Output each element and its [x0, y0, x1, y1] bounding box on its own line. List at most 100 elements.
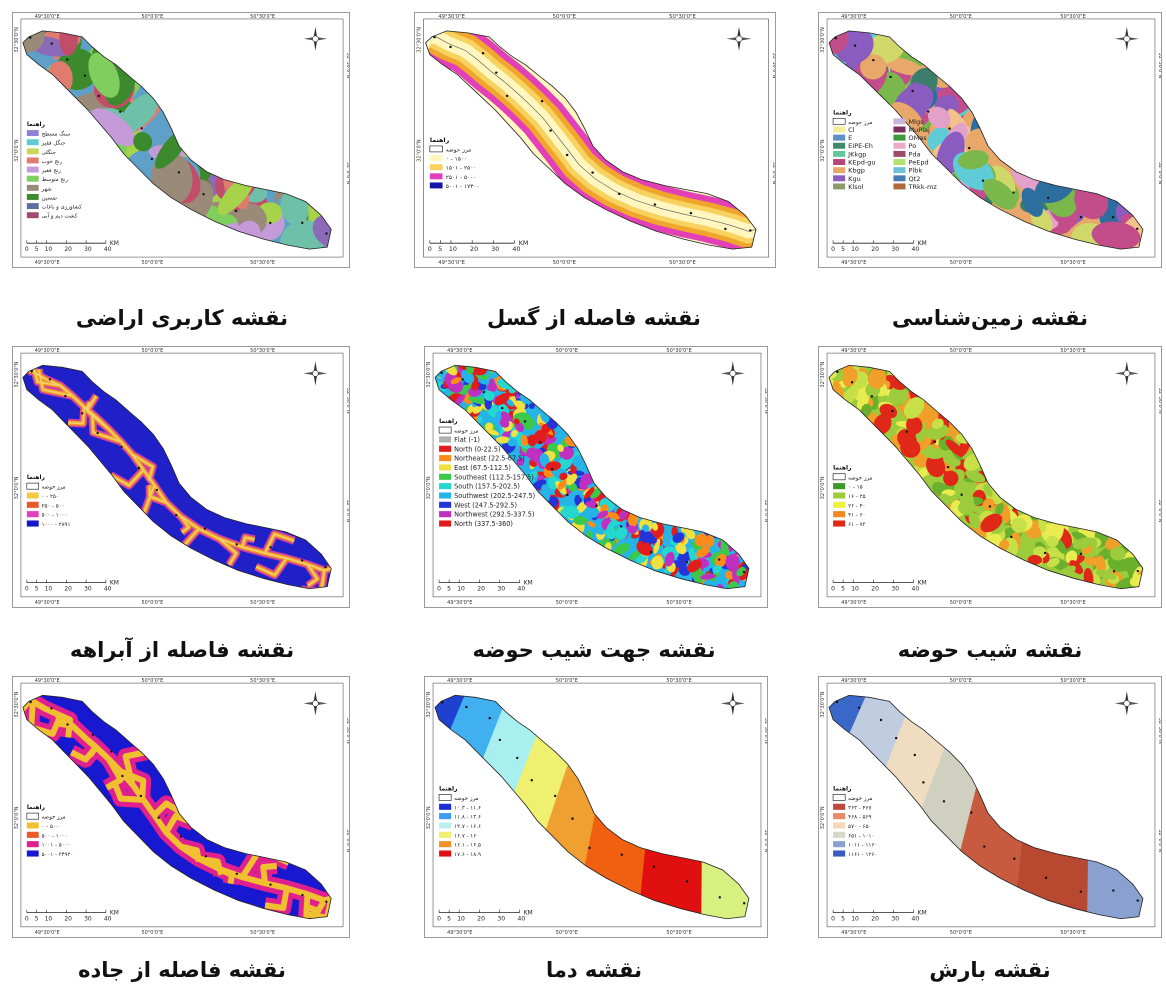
legend-label: ۱۰۰۰ - ۲۸۹۱ [42, 522, 71, 528]
map-frame [423, 18, 769, 258]
legend-label: Klsol [848, 183, 864, 191]
lon-label-top: 49°30'0"E [841, 348, 866, 354]
lon-label-bottom: 49°30'0"E [447, 930, 472, 936]
scale-tick-label: 10 [45, 916, 53, 923]
map-panel-aspect[interactable]: 49°30'0"E 49°30'0"E 50°0'0"E 50°0'0"E 50°30'… [424, 346, 768, 608]
legend-swatch [833, 150, 846, 157]
settlement-points [29, 36, 328, 235]
landuse-map-svg: 49°30'0"E 49°30'0"E 50°0'0"E 50°0'0"E 50°30'… [14, 14, 349, 266]
legend-label: ۵۰۰۱ - ۲۴۹۲۰ [42, 852, 74, 858]
lon-label-top: 50°30'0"E [1060, 678, 1085, 684]
scale-tick-label: 40 [912, 246, 920, 253]
legend-label: رنج متوسط [42, 177, 69, 183]
legend-label: ۰ - ۵۰۰ [42, 824, 59, 830]
settlement-points [433, 35, 752, 232]
lat-label-right: 32°30'0"N [345, 718, 349, 744]
legend-label: مرز حوضه [446, 148, 472, 154]
legend-swatch [26, 130, 39, 137]
map-panel-landuse[interactable]: 49°30'0"E 49°30'0"E 50°0'0"E 50°0'0"E 50°30'… [12, 12, 350, 268]
north-arrow-icon [303, 26, 328, 51]
scale-tick-label: 5 [447, 586, 451, 593]
lat-label-left: 32°0'0"N [14, 139, 20, 162]
scale-tick-label: 10 [851, 916, 859, 923]
legend-label: Plbk [909, 167, 923, 175]
legend-swatch [26, 148, 39, 155]
legend-swatch [26, 212, 39, 219]
map-frame [826, 352, 1156, 598]
legend-swatch [26, 157, 39, 164]
north-arrow-icon [1114, 26, 1139, 51]
lat-label-left: 32°30'0"N [820, 361, 826, 387]
lat-label-left: 32°30'0"N [14, 691, 20, 717]
map-frame [432, 352, 762, 598]
lat-label-left: 32°30'0"N [426, 361, 432, 387]
legend-swatch [429, 164, 443, 171]
road-map-svg: 49°30'0"E 49°30'0"E 50°0'0"E 50°0'0"E 50°30'… [14, 678, 349, 936]
scale-tick-label: 40 [912, 916, 920, 923]
map-panel-river[interactable]: 49°30'0"E 49°30'0"E 50°0'0"E 50°0'0"E 50°30'… [12, 346, 350, 608]
legend-label: ۵۰۰ - ۱۰۰۰ [42, 513, 68, 519]
map-panel-road[interactable]: 49°30'0"E 49°30'0"E 50°0'0"E 50°0'0"E 50°30'… [12, 676, 350, 938]
scale-tick-label: 30 [84, 586, 92, 593]
legend-swatch [26, 501, 39, 508]
legend-label: KEpd-gu [848, 159, 875, 167]
legend-label: Mlgs [909, 118, 925, 126]
lon-label-top: 50°0'0"E [556, 348, 578, 354]
lat-label-left: 32°30'0"N [820, 691, 826, 717]
legend-label: ۵۰۰ - ۱۰۰۰ [42, 833, 68, 839]
map-panel-geology[interactable]: 49°30'0"E 49°30'0"E 50°0'0"E 50°0'0"E 50°30'… [818, 12, 1162, 268]
lat-label-left: 32°0'0"N [426, 806, 432, 829]
scale-tick-label: 0 [831, 916, 835, 923]
legend-swatch [893, 142, 906, 149]
legend-title: راهنما [439, 418, 458, 425]
basin-raster [22, 30, 332, 250]
legend-swatch [439, 492, 452, 499]
scale-tick-label: 5 [35, 916, 39, 923]
legend-label: مرز حوضه [454, 429, 478, 435]
scale-tick-label: 40 [512, 246, 520, 253]
legend-label: MuPlaj [909, 126, 931, 134]
map-panel-slope[interactable]: 49°30'0"E 49°30'0"E 50°0'0"E 50°0'0"E 50°30'… [818, 346, 1162, 608]
aspect-map-svg: 49°30'0"E 49°30'0"E 50°0'0"E 50°0'0"E 50°30'… [426, 348, 767, 606]
legend-swatch [439, 483, 452, 490]
basin-raster [22, 365, 332, 589]
legend-swatch [833, 803, 846, 810]
caption-road: نقشه فاصله از جاده [78, 958, 286, 982]
lon-label-bottom: 50°30'0"E [250, 930, 275, 936]
map-panel-fault[interactable]: 49°30'0"E 49°30'0"E 50°0'0"E 50°0'0"E 50°30'… [414, 12, 776, 268]
map-panel-temperature[interactable]: 49°30'0"E 49°30'0"E 50°0'0"E 50°0'0"E 50°30'… [424, 676, 768, 938]
legend-swatch [26, 511, 39, 518]
lon-label-top: 50°30'0"E [666, 348, 691, 354]
legend-label: مرز حوضه [848, 120, 872, 126]
lon-label-bottom: 50°30'0"E [1060, 260, 1085, 266]
lon-label-bottom: 50°30'0"E [250, 600, 275, 606]
legend-swatch [439, 803, 452, 810]
lon-label-top: 49°30'0"E [841, 14, 866, 20]
lon-label-bottom: 49°30'0"E [35, 600, 60, 606]
legend-label: ۱۶.۷ - ۱۶ [454, 833, 476, 839]
map-panel-precip[interactable]: 49°30'0"E 49°30'0"E 50°0'0"E 50°0'0"E 50°30'… [818, 676, 1162, 938]
map-frame [20, 682, 344, 928]
lat-label-right: 32°30'0"N [345, 53, 349, 79]
lat-label-right: 32°0'0"N [771, 162, 775, 185]
legend-swatch [429, 145, 443, 153]
lat-label-left: 32°30'0"N [14, 361, 20, 387]
legend-label: کشاورزی و باغات [42, 204, 82, 211]
legend-label: JKkgp [847, 150, 866, 158]
legend-label: ۱۰۰۱ - ۵۰۰۰ [42, 843, 71, 849]
scale-tick-label: 30 [891, 916, 899, 923]
map-frame [432, 682, 762, 928]
legend-label: مرز حوضه [42, 815, 66, 821]
legend-label: شهر [41, 186, 52, 192]
lon-label-top: 50°30'0"E [1060, 348, 1085, 354]
lon-label-bottom: 50°30'0"E [666, 600, 691, 606]
legend-swatch [833, 850, 846, 857]
lon-label-top: 50°0'0"E [141, 14, 163, 20]
lon-label-bottom: 50°0'0"E [950, 260, 972, 266]
lat-label-right: 32°0'0"N [763, 499, 767, 522]
legend-label: ۱۱۶۱ - ۱۲۶۰ [848, 852, 877, 858]
lat-label-right: 32°30'0"N [763, 718, 767, 744]
settlement-points [441, 701, 746, 905]
